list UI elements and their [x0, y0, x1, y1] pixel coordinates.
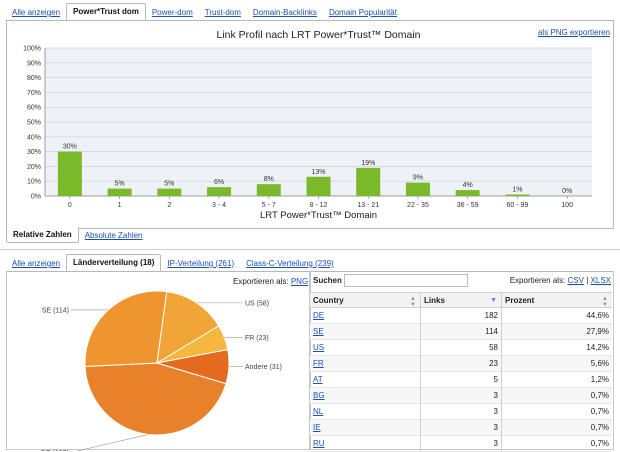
export-csv-link[interactable]: CSV [568, 276, 584, 285]
country-cell: IE [310, 420, 421, 436]
country-link[interactable]: RU [313, 439, 325, 448]
search-row: Suchen Exportieren als: CSV | XLSX [311, 274, 611, 288]
tab-lower-alle-anzeigen[interactable]: Alle anzeigen [6, 256, 66, 271]
country-link[interactable]: US [313, 343, 324, 352]
export-xlsx-link[interactable]: XLSX [591, 276, 611, 285]
tab-domain-backlinks[interactable]: Domain-Backlinks [247, 5, 323, 20]
pie-slice [85, 291, 167, 367]
country-link[interactable]: AT [313, 375, 323, 384]
country-cell: RU [310, 436, 421, 452]
pie-slice-label: FR (23) [245, 335, 269, 342]
country-link[interactable]: BG [313, 391, 325, 400]
tab-laenderverteilung[interactable]: Länderverteilung (18) [66, 254, 161, 271]
column-header-links[interactable]: Links ▼ [421, 293, 502, 308]
tab-domain-popularitaet[interactable]: Domain Popularität [323, 5, 403, 20]
percent-cell: 44,6% [502, 308, 613, 324]
links-cell: 114 [421, 324, 502, 340]
sort-icon: ▲▼ [602, 296, 608, 308]
tab-power-trust-dom[interactable]: Power*Trust dom [66, 3, 146, 20]
bar-chart-panel [6, 20, 614, 229]
links-cell: 182 [421, 308, 502, 324]
column-label-country: Country [313, 296, 344, 305]
pie-slice-label: US (58) [245, 300, 269, 307]
table-export-label: Exportieren als: [510, 276, 566, 285]
column-header-country[interactable]: Country ▲▼ [310, 293, 421, 308]
country-link[interactable]: NL [313, 407, 323, 416]
sort-desc-icon: ▼ [490, 297, 497, 304]
tab-class-c-verteilung[interactable]: Class-C-Verteilung (239) [240, 256, 340, 271]
export-separator: | [586, 276, 588, 285]
section-divider [0, 249, 620, 250]
country-cell: US [310, 340, 421, 356]
tab-power-dom[interactable]: Power-dom [146, 5, 199, 20]
links-cell: 3 [421, 420, 502, 436]
tab-ip-verteilung[interactable]: IP-Verteilung (261) [161, 256, 240, 271]
country-cell: AT [310, 372, 421, 388]
country-link[interactable]: IE [313, 423, 321, 432]
links-cell: 23 [421, 356, 502, 372]
percent-cell: 1,2% [502, 372, 613, 388]
tab-absolute-zahlen[interactable]: Absolute Zahlen [79, 228, 149, 243]
percent-cell: 27,9% [502, 324, 613, 340]
percent-cell: 0,7% [502, 436, 613, 452]
top-tab-bar: Alle anzeigen Power*Trust dom Power-dom … [6, 5, 403, 20]
sort-icon: ▲▼ [410, 296, 416, 308]
links-cell: 3 [421, 404, 502, 420]
search-input[interactable] [344, 274, 468, 287]
pie-leader-line [71, 434, 148, 451]
pie-chart: DE (182)SE (114)US (58)FR (23)Andere (31… [0, 271, 310, 451]
percent-cell: 0,7% [502, 404, 613, 420]
links-cell: 3 [421, 436, 502, 452]
search-label: Suchen [313, 276, 342, 285]
country-cell: NL [310, 404, 421, 420]
percent-cell: 0,7% [502, 388, 613, 404]
links-cell: 5 [421, 372, 502, 388]
links-cell: 3 [421, 388, 502, 404]
country-link[interactable]: SE [313, 327, 324, 336]
country-cell: BG [310, 388, 421, 404]
percent-cell: 0,7% [502, 420, 613, 436]
country-link[interactable]: DE [313, 311, 324, 320]
links-cell: 58 [421, 340, 502, 356]
country-cell: SE [310, 324, 421, 340]
lower-tab-bar: Alle anzeigen Länderverteilung (18) IP-V… [6, 257, 340, 271]
country-link[interactable]: FR [313, 359, 324, 368]
column-header-prozent[interactable]: Prozent ▲▼ [502, 293, 613, 308]
tab-alle-anzeigen[interactable]: Alle anzeigen [6, 5, 66, 20]
country-cell: DE [310, 308, 421, 324]
column-label-prozent: Prozent [505, 296, 534, 305]
pie-slice-label: SE (114) [42, 307, 69, 314]
tab-relative-zahlen[interactable]: Relative Zahlen [6, 227, 79, 243]
column-label-links: Links [424, 296, 445, 305]
number-mode-tabs: Relative Zahlen Absolute Zahlen [6, 229, 149, 243]
table-header-row: Country ▲▼ Links ▼ Prozent ▲▼ [310, 293, 612, 308]
tab-trust-dom[interactable]: Trust-dom [199, 5, 247, 20]
percent-cell: 14,2% [502, 340, 613, 356]
export-png-link[interactable]: als PNG exportieren [538, 28, 610, 37]
country-cell: FR [310, 356, 421, 372]
percent-cell: 5,6% [502, 356, 613, 372]
pie-slice-label: Andere (31) [245, 364, 282, 371]
table-export: Exportieren als: CSV | XLSX [510, 276, 611, 285]
